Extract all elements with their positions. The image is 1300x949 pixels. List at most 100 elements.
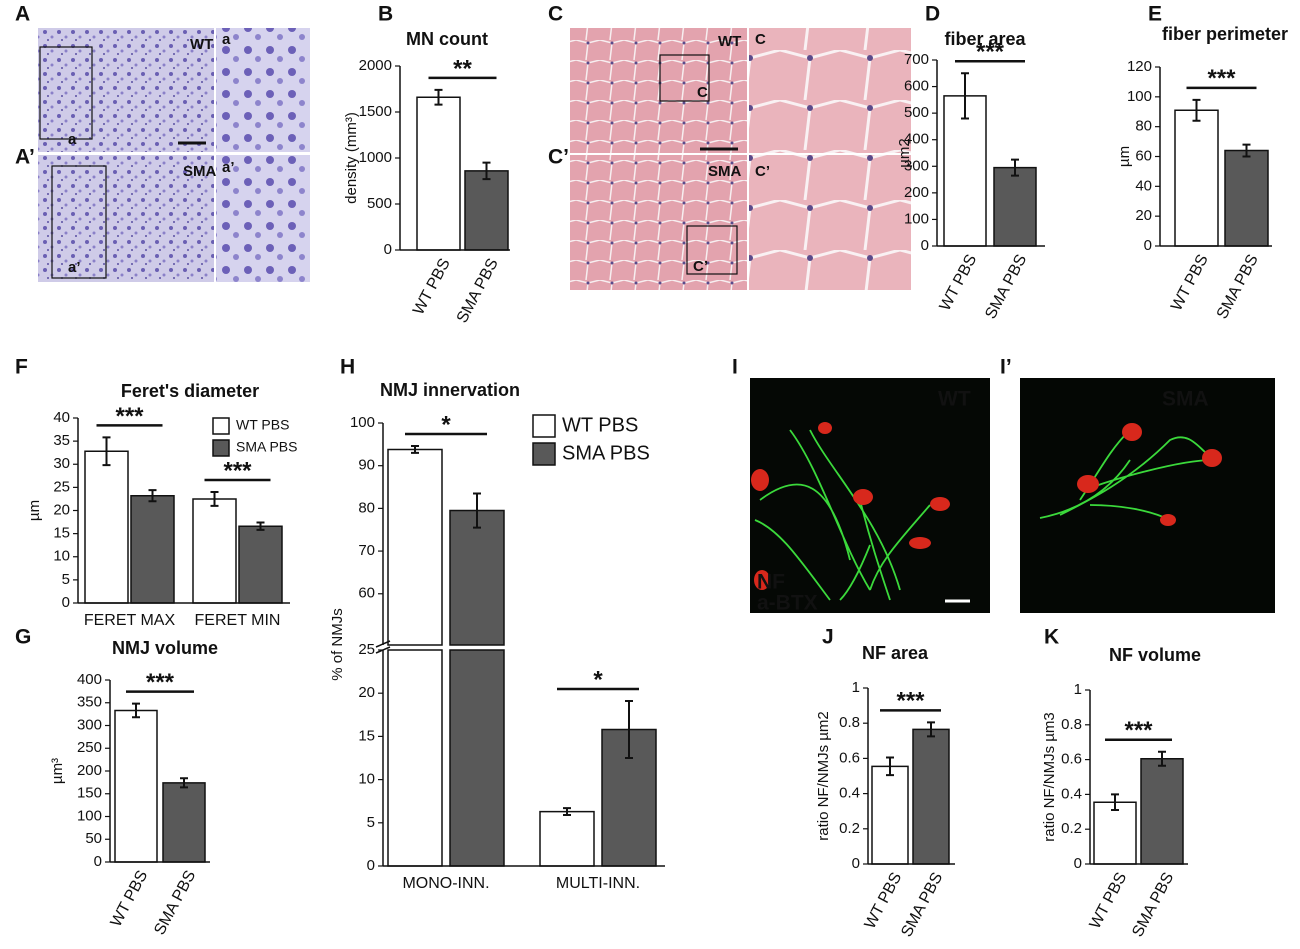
- y-tick-label: 70: [358, 542, 375, 559]
- y-tick-label: 0.4: [1061, 785, 1082, 802]
- bar: [114, 709, 158, 863]
- y-tick-label: 150: [77, 785, 102, 802]
- y-tick-label: 400: [77, 671, 102, 688]
- y-tick-label: 500: [367, 195, 392, 212]
- x-tick-label: SMA PBS: [151, 868, 199, 938]
- error-bar: [1192, 98, 1201, 122]
- x-tick-label: WT PBS: [1087, 870, 1131, 932]
- y-axis-label: µm2: [896, 138, 913, 167]
- legend-label: WT PBS: [562, 414, 638, 436]
- y-tick-label: 0.2: [839, 820, 860, 837]
- y-tick-label: 20: [358, 684, 375, 701]
- error-bar: [886, 756, 894, 777]
- y-tick-label: 0.4: [839, 785, 860, 802]
- chart-title: fiber area: [944, 29, 1026, 49]
- micrograph-label: WT: [190, 36, 213, 53]
- y-tick-label: 1000: [359, 149, 392, 166]
- y-tick-label: 100: [904, 210, 929, 227]
- y-tick-label: 10: [358, 771, 375, 788]
- legend-swatch: [212, 417, 230, 435]
- y-tick-label: 200: [904, 184, 929, 201]
- y-tick-label: 20: [53, 501, 70, 518]
- error-bar: [1011, 158, 1019, 177]
- micrograph-label: a’: [68, 259, 81, 276]
- chart-title: NF volume: [1109, 645, 1201, 665]
- y-tick-label: 100: [350, 414, 375, 431]
- y-axis-label: density (mm³): [343, 112, 360, 204]
- bar: [464, 170, 509, 251]
- x-tick-label: WT PBS: [108, 868, 152, 930]
- micrograph-i-prime: [1020, 378, 1275, 613]
- y-tick-label: 0.8: [839, 714, 860, 731]
- bar: [539, 810, 595, 867]
- y-tick-label: 30: [53, 455, 70, 472]
- micrograph-label: C: [755, 31, 766, 48]
- x-tick-label: MULTI-INN.: [556, 875, 640, 892]
- micrograph-label: SMA: [708, 163, 742, 180]
- y-tick-label: 50: [85, 830, 102, 847]
- y-tick-label: 40: [1135, 177, 1152, 194]
- panel-letter: C: [548, 3, 563, 26]
- chart-title: MN count: [406, 29, 488, 49]
- micrograph-label: C: [697, 84, 708, 101]
- significance-label: ***: [1207, 65, 1236, 92]
- panel-letter: F: [15, 356, 28, 379]
- y-tick-label: 500: [904, 104, 929, 121]
- significance-label: ***: [1124, 717, 1153, 744]
- micrograph-label: NF: [757, 571, 785, 594]
- y-axis-label: µm: [1116, 146, 1133, 167]
- legend-label: SMA PBS: [562, 442, 650, 464]
- bar: [416, 96, 461, 251]
- significance-label: ***: [146, 669, 175, 696]
- micrograph-label: C’: [693, 258, 708, 275]
- bar: [130, 494, 175, 604]
- panel-letter: D: [925, 3, 940, 26]
- y-tick-label: 80: [358, 499, 375, 516]
- chart-title: NMJ innervation: [380, 380, 520, 400]
- panel-letter: I’: [1000, 356, 1012, 379]
- y-tick-label: 15: [358, 727, 375, 744]
- y-tick-label: 60: [358, 585, 375, 602]
- error-bar: [210, 491, 219, 507]
- error-bar: [927, 721, 935, 738]
- significance-label: *: [593, 666, 603, 693]
- panel-letter: J: [822, 626, 834, 649]
- y-tick-label: 0: [62, 594, 70, 611]
- y-tick-label: 1: [852, 679, 860, 696]
- micrograph-a: [38, 28, 310, 282]
- micrograph-i: [750, 378, 990, 613]
- y-tick-label: 40: [53, 409, 70, 426]
- x-tick-label: SMA PBS: [898, 870, 946, 940]
- significance-label: *: [441, 411, 451, 438]
- significance-label: ***: [115, 403, 144, 430]
- legend-swatch: [532, 442, 556, 466]
- error-bar: [1111, 793, 1119, 812]
- error-bar: [1158, 750, 1166, 767]
- panel-letter: B: [378, 3, 393, 26]
- bar: [162, 782, 206, 863]
- y-tick-label: 1500: [359, 103, 392, 120]
- bar: [1224, 149, 1269, 247]
- panel-letter: K: [1044, 626, 1059, 649]
- legend-label: SMA PBS: [236, 439, 297, 455]
- y-tick-label: 120: [1127, 58, 1152, 75]
- bar: [84, 450, 129, 604]
- bar: [1140, 757, 1184, 865]
- x-tick-label: SMA PBS: [982, 252, 1030, 322]
- y-tick-label: 1: [1074, 681, 1082, 698]
- error-bar: [961, 72, 969, 120]
- micrograph-label: WT: [718, 33, 741, 50]
- y-tick-label: 5: [62, 571, 70, 588]
- y-axis-label: µm: [26, 500, 43, 521]
- y-tick-label: 0.8: [1061, 716, 1082, 733]
- error-bar: [102, 436, 111, 467]
- panel-letter: A: [15, 3, 30, 26]
- x-tick-label: SMA PBS: [454, 256, 502, 326]
- error-bar: [180, 777, 188, 789]
- error-bar: [625, 699, 633, 759]
- error-bar: [434, 88, 443, 106]
- y-axis-label: ratio NF/NMJs µm2: [815, 711, 832, 841]
- bar: [993, 166, 1037, 247]
- error-bar: [563, 807, 571, 817]
